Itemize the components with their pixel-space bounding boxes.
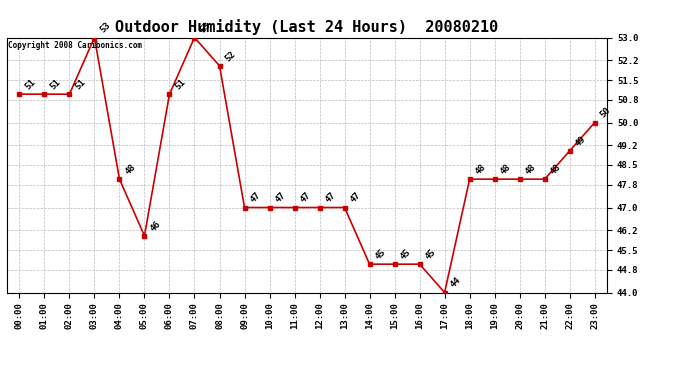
Text: 51: 51 <box>174 77 188 92</box>
Text: 47: 47 <box>274 191 288 205</box>
Text: 45: 45 <box>374 248 388 261</box>
Text: 50: 50 <box>599 106 613 120</box>
Title: Outdoor Humidity (Last 24 Hours)  20080210: Outdoor Humidity (Last 24 Hours) 2008021… <box>115 19 499 35</box>
Text: 47: 47 <box>348 191 363 205</box>
Text: 48: 48 <box>499 162 513 176</box>
Text: 48: 48 <box>524 162 538 176</box>
Text: 53: 53 <box>199 21 213 35</box>
Text: 53: 53 <box>99 21 112 35</box>
Text: 48: 48 <box>549 162 563 176</box>
Text: 52: 52 <box>224 49 237 63</box>
Text: 49: 49 <box>574 134 588 148</box>
Text: 45: 45 <box>399 248 413 261</box>
Text: 48: 48 <box>124 162 137 176</box>
Text: 47: 47 <box>248 191 263 205</box>
Text: 44: 44 <box>448 276 463 290</box>
Text: 51: 51 <box>74 77 88 92</box>
Text: 51: 51 <box>23 77 37 92</box>
Text: 48: 48 <box>474 162 488 176</box>
Text: 45: 45 <box>424 248 437 261</box>
Text: 46: 46 <box>148 219 163 233</box>
Text: Copyright 2008 Caribonics.com: Copyright 2008 Caribonics.com <box>8 41 142 50</box>
Text: 51: 51 <box>48 77 63 92</box>
Text: 47: 47 <box>299 191 313 205</box>
Text: 47: 47 <box>324 191 337 205</box>
